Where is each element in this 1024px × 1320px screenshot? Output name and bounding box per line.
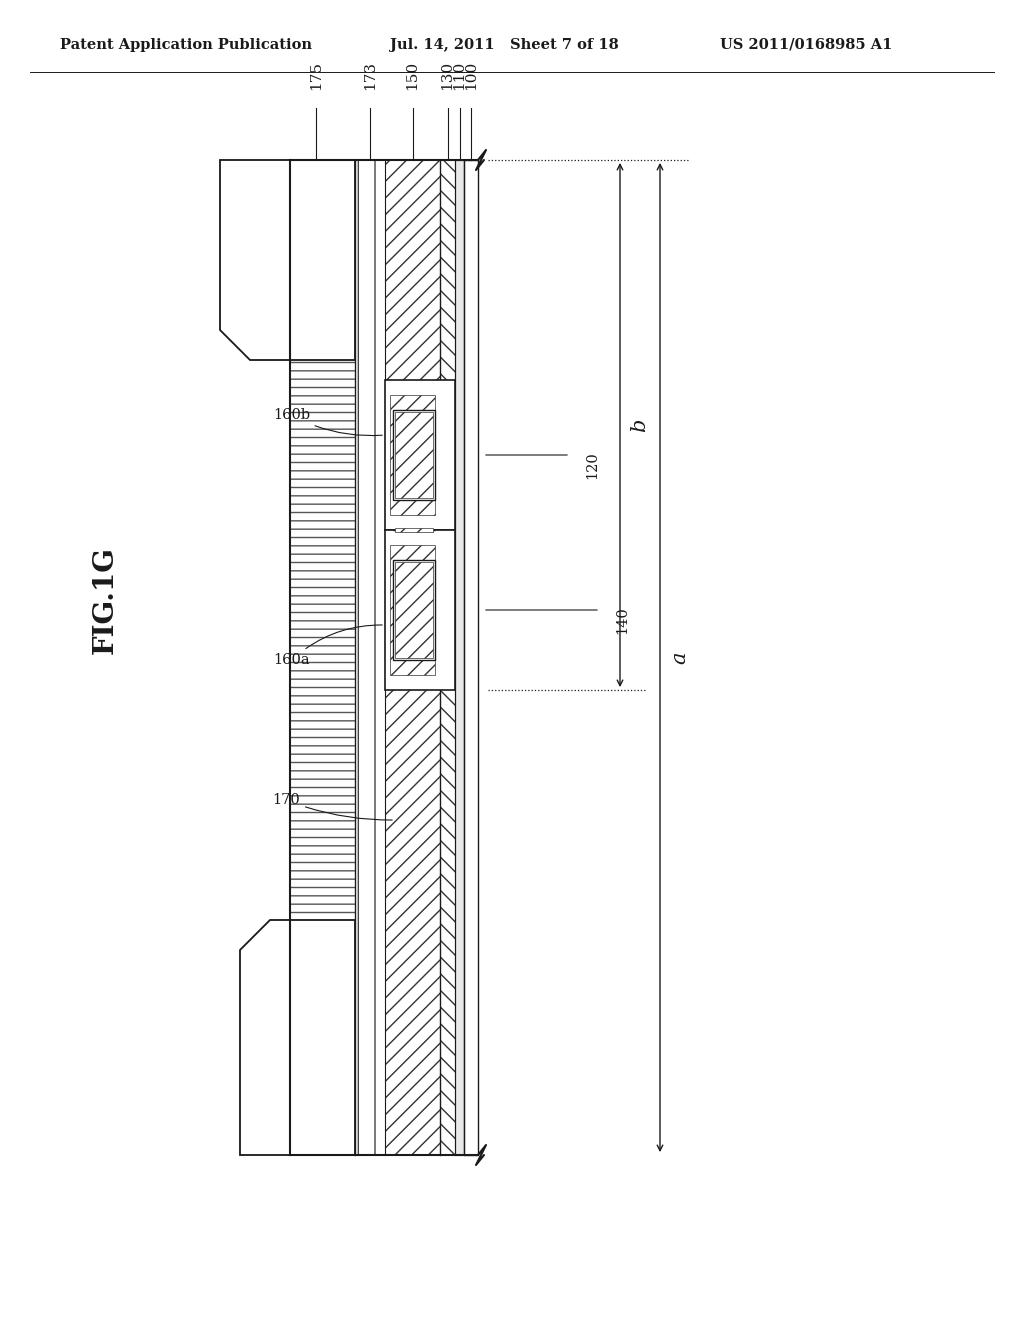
Bar [385,380,455,531]
Text: 160b: 160b [272,408,382,436]
Bar [393,411,435,500]
Text: 110: 110 [453,61,467,90]
Bar [355,160,385,1155]
Bar [464,160,478,1155]
Bar [395,528,433,532]
Bar [385,531,455,690]
Polygon shape [240,920,355,1155]
Text: a: a [670,651,689,664]
Bar [390,545,435,675]
Text: 130: 130 [440,61,455,90]
Text: 170: 170 [272,793,392,820]
Text: 173: 173 [362,61,377,90]
Bar [385,160,440,1155]
Text: 160a: 160a [273,624,382,667]
Text: Patent Application Publication: Patent Application Publication [60,38,312,51]
Text: 140: 140 [615,606,629,634]
Text: Jul. 14, 2011   Sheet 7 of 18: Jul. 14, 2011 Sheet 7 of 18 [390,38,618,51]
Bar [395,562,433,657]
Polygon shape [220,160,355,360]
Text: US 2011/0168985 A1: US 2011/0168985 A1 [720,38,892,51]
Bar [455,160,464,1155]
Bar [440,160,455,1155]
Text: 120: 120 [585,451,599,479]
Text: FIG.1G: FIG.1G [91,546,119,653]
Bar [390,395,435,515]
Bar [395,412,433,498]
Text: 175: 175 [309,61,323,90]
Text: b: b [630,418,649,432]
Bar [393,560,435,660]
Text: 100: 100 [464,61,478,90]
Bar [290,160,355,1155]
Text: 150: 150 [406,61,420,90]
